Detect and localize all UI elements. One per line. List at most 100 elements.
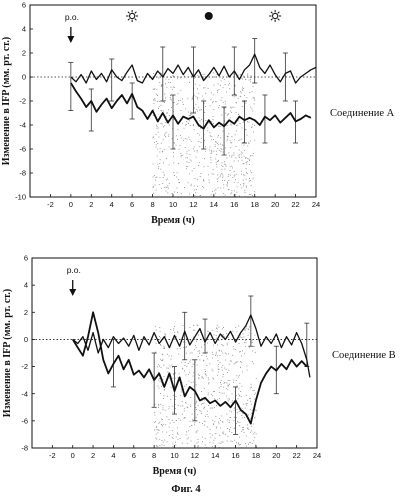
speckle-dot	[229, 117, 231, 119]
speckle-dot	[156, 141, 157, 142]
speckle-dot	[173, 152, 174, 153]
speckle-dot	[251, 108, 253, 110]
speckle-dot	[254, 97, 255, 99]
speckle-dot	[156, 89, 158, 91]
speckle-dot	[237, 120, 239, 122]
speckle-dot	[175, 436, 177, 438]
speckle-dot	[184, 362, 186, 363]
speckle-dot	[200, 403, 202, 405]
speckle-dot	[152, 137, 154, 139]
speckle-dot	[189, 361, 191, 363]
speckle-dot	[228, 152, 230, 154]
speckle-dot	[215, 162, 217, 164]
speckle-dot	[197, 445, 199, 447]
speckle-dot	[160, 168, 162, 170]
speckle-dot	[183, 75, 185, 77]
y-tick-label: 0	[24, 335, 28, 344]
speckle-dot	[224, 180, 226, 181]
speckle-dot	[159, 439, 161, 441]
speckle-dot	[171, 364, 173, 366]
speckle-dot	[185, 347, 187, 348]
speckle-dot	[163, 348, 165, 349]
speckle-dot	[211, 135, 213, 137]
speckle-dot	[249, 180, 251, 181]
speckle-dot	[159, 358, 161, 360]
speckle-dot	[242, 78, 243, 80]
speckle-dot	[240, 95, 242, 97]
speckle-dot	[245, 128, 247, 130]
speckle-dot	[210, 194, 212, 196]
speckle-dot	[191, 359, 193, 361]
speckle-dot	[160, 393, 162, 394]
speckle-dot	[222, 376, 224, 378]
speckle-dot	[210, 157, 212, 158]
speckle-dot	[224, 168, 226, 170]
speckle-dot	[190, 382, 192, 384]
speckle-dot	[244, 353, 245, 355]
speckle-dot	[224, 120, 225, 122]
speckle-dot	[190, 406, 192, 407]
speckle-dot	[184, 365, 186, 366]
speckle-dot	[218, 159, 219, 161]
speckle-dot	[235, 349, 237, 350]
speckle-dot	[218, 442, 220, 444]
speckle-dot	[197, 97, 199, 98]
speckle-dot	[173, 373, 175, 374]
speckle-dot	[208, 379, 210, 381]
speckle-dot	[248, 329, 249, 331]
speckle-dot	[217, 161, 219, 162]
speckle-dot	[177, 102, 179, 104]
speckle-dot	[201, 400, 203, 401]
speckle-dot	[233, 175, 235, 177]
speckle-dot	[201, 355, 203, 356]
speckle-dot	[228, 189, 229, 190]
speckle-dot	[154, 421, 156, 423]
speckle-dot	[173, 156, 175, 158]
speckle-dot	[189, 193, 191, 195]
speckle-dot	[175, 144, 177, 146]
speckle-dot	[225, 353, 227, 355]
speckle-dot	[161, 151, 163, 153]
speckle-dot	[199, 84, 201, 86]
speckle-dot	[250, 81, 251, 83]
speckle-dot	[241, 426, 243, 428]
speckle-dot	[196, 324, 198, 326]
speckle-dot	[176, 104, 178, 106]
speckle-dot	[158, 379, 160, 381]
speckle-dot	[193, 150, 195, 152]
speckle-dot	[159, 421, 161, 423]
speckle-dot	[250, 106, 252, 108]
speckle-dot	[157, 364, 159, 366]
speckle-dot	[249, 159, 251, 161]
speckle-dot	[189, 340, 191, 342]
speckle-dot	[221, 343, 223, 345]
speckle-dot	[226, 413, 228, 415]
sun-ray	[134, 11, 137, 14]
speckle-dot	[178, 182, 180, 184]
speckle-dot	[188, 380, 190, 382]
speckle-dot	[248, 121, 250, 123]
speckle-dot	[224, 107, 226, 109]
speckle-dot	[221, 392, 223, 394]
speckle-dot	[157, 432, 159, 434]
speckle-dot	[190, 140, 192, 142]
speckle-dot	[156, 125, 158, 127]
speckle-dot	[217, 177, 219, 179]
speckle-dot	[196, 340, 198, 342]
speckle-dot	[161, 123, 163, 125]
speckle-dot	[235, 395, 237, 397]
speckle-dot	[208, 383, 210, 385]
speckle-dot	[226, 184, 228, 186]
speckle-dot	[214, 146, 216, 147]
speckle-dot	[155, 351, 157, 353]
speckle-dot	[198, 141, 200, 142]
speckle-dot	[225, 359, 226, 361]
speckle-dot	[245, 178, 247, 180]
speckle-dot	[154, 88, 156, 90]
speckle-dot	[160, 85, 162, 87]
speckle-dot	[176, 420, 177, 421]
speckle-dot	[179, 438, 181, 439]
speckle-dot	[158, 121, 160, 123]
speckle-dot	[193, 385, 195, 387]
speckle-dot	[185, 124, 187, 125]
